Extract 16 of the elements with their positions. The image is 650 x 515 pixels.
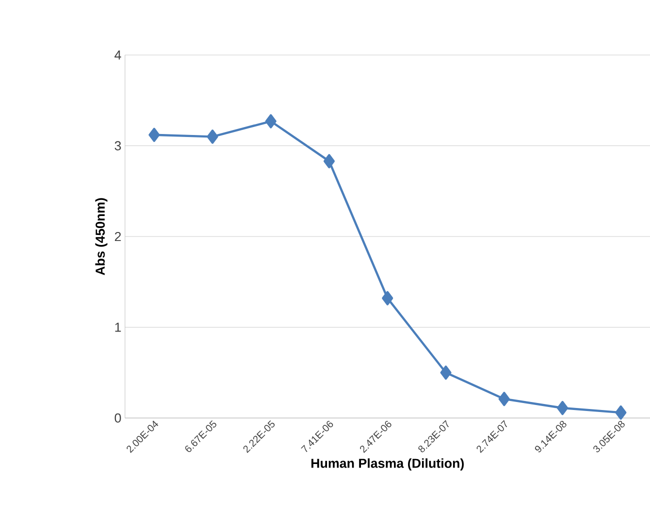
y-tick-label: 2	[114, 232, 121, 242]
point	[324, 154, 335, 168]
x-axis-title: Human Plasma (Dilution)	[311, 458, 464, 470]
y-tick-label: 1	[115, 322, 121, 332]
y-tick-label: 0	[114, 413, 121, 423]
point	[148, 128, 160, 142]
point	[382, 291, 394, 306]
y-tick-label: 3	[114, 141, 121, 150]
point	[206, 130, 218, 144]
y-tick-label: 4	[114, 50, 122, 60]
point	[440, 366, 452, 380]
point	[265, 114, 276, 128]
point	[556, 400, 568, 416]
point	[615, 405, 626, 420]
point	[498, 392, 510, 406]
y-axis-title: Abs (450nm)	[95, 198, 108, 276]
